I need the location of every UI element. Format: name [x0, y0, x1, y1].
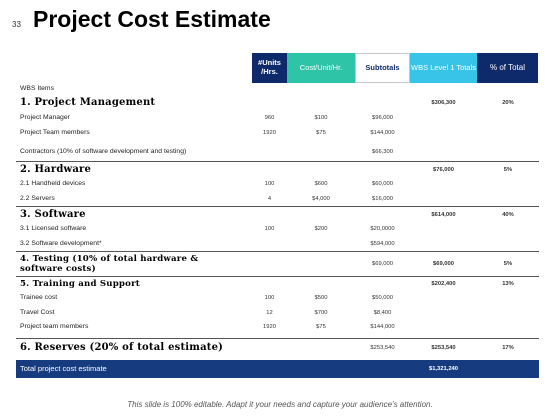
section-label: 4. Testing (10% of total hardware & soft… — [20, 254, 199, 274]
units-cell: 100 — [264, 295, 275, 301]
total-row: Total project cost estimate $1,321,240 — [16, 360, 539, 378]
row-divider — [16, 276, 539, 277]
subtotal-cell: $96,000 — [372, 115, 393, 121]
subtotal-cell: $50,000 — [372, 295, 393, 301]
item-label: Trainee cost — [20, 294, 58, 301]
wbs-total-cell: $76,000 — [433, 167, 454, 173]
percent-cell: 5% — [503, 167, 513, 173]
table-row: Trainee cost 100 $500 $50,000 — [16, 290, 539, 306]
subtotal-cell: $60,000 — [372, 181, 393, 187]
wbs-total-cell: $614,000 — [431, 212, 456, 218]
wbs-items-row: WBS Items — [16, 81, 539, 97]
header-units: #Units /Hrs. — [252, 53, 287, 83]
table-row: Contractors (10% of software development… — [16, 144, 539, 160]
wbs-total-cell: $306,300 — [431, 100, 456, 106]
table-row: 2.1 Handheld devices 100 $600 $60,000 — [16, 176, 539, 192]
item-label: 2.2 Servers — [20, 195, 55, 202]
table-row: Travel Cost 12 $700 $8,400 — [16, 305, 539, 321]
units-cell: 1920 — [263, 324, 276, 330]
table-row: 2.2 Servers 4 $4,000 $16,000 — [16, 191, 539, 207]
header-wbs-totals: WBS Level 1 Totals — [410, 53, 477, 83]
section-label: 5. Training and Support — [20, 279, 140, 289]
total-value: $1,321,240 — [428, 366, 458, 372]
section-row: 5. Training and Support $202,400 13% — [16, 276, 539, 292]
item-label: Project Manager — [20, 114, 70, 121]
section-label: 6. Reserves (20% of total estimate) — [20, 342, 224, 353]
row-divider — [16, 161, 539, 162]
header-subtotals: Subtotals — [355, 53, 410, 83]
section-label: 3. Software — [20, 209, 86, 220]
units-cell: 960 — [264, 115, 275, 121]
total-label: Total project cost estimate — [20, 364, 107, 373]
percent-cell: 40% — [502, 212, 514, 218]
wbs-total-cell: $202,400 — [431, 281, 456, 287]
section-row: 4. Testing (10% of total hardware & soft… — [16, 252, 539, 276]
cost-cell: $600 — [314, 181, 328, 187]
table-row: Project Team members 1920 $75 $144,000 — [16, 125, 539, 141]
percent-cell: 17% — [502, 345, 514, 351]
item-label: 3.1 Licensed software — [20, 225, 87, 232]
percent-cell: 20% — [502, 100, 514, 106]
page-title: Project Cost Estimate — [33, 6, 271, 32]
row-divider — [16, 338, 539, 339]
cost-cell: $500 — [314, 295, 328, 301]
subtotal-cell: $594,000 — [370, 241, 395, 247]
subtotal-cell: $253,540 — [370, 345, 395, 351]
table-row: 3.1 Licensed software 100 $200 $20,0000 — [16, 221, 539, 237]
section-label: 2. Hardware — [20, 164, 92, 175]
item-label: Project Team members — [20, 129, 90, 136]
units-cell: 100 — [264, 226, 275, 232]
table-row: Project team members 1920 $75 $144,000 — [16, 319, 539, 335]
wbs-total-cell: $253,540 — [431, 345, 456, 351]
item-label: Project team members — [20, 323, 89, 330]
cost-cell: $200 — [314, 226, 328, 232]
section-row: 6. Reserves (20% of total estimate) $253… — [16, 340, 539, 356]
subtotal-cell: $16,000 — [372, 196, 393, 202]
footer-note: This slide is 100% editable. Adapt it yo… — [127, 400, 433, 409]
item-label: Contractors (10% of software development… — [20, 148, 187, 155]
subtotal-cell: $69,000 — [372, 261, 393, 267]
slide-number: 33 — [12, 20, 21, 29]
table-row: Project Manager 960 $100 $96,000 — [16, 110, 539, 126]
cost-cell: $700 — [314, 310, 328, 316]
item-label: 3.2 Software development* — [20, 240, 102, 247]
cost-cell: $75 — [316, 130, 326, 136]
subtotal-cell: $144,000 — [370, 324, 395, 330]
row-divider — [16, 251, 539, 252]
wbs-total-cell: $69,000 — [433, 261, 454, 267]
units-cell: 100 — [264, 181, 275, 187]
row-divider — [16, 206, 539, 207]
cost-cell: $100 — [314, 115, 328, 121]
subtotal-cell: $144,000 — [370, 130, 395, 136]
units-cell: 4 — [267, 196, 272, 202]
percent-cell: 5% — [503, 261, 513, 267]
units-cell: 12 — [266, 310, 273, 316]
cost-cell: $75 — [316, 324, 326, 330]
section-label: 1. Project Management — [20, 97, 156, 108]
header-cost-per-unit: Cost/Unit/Hr. — [287, 53, 355, 83]
subtotal-cell: $20,0000 — [370, 226, 395, 232]
section-row: 1. Project Management $306,300 20% — [16, 95, 539, 111]
subtotal-cell: $8,400 — [373, 310, 392, 316]
cost-cell: $4,000 — [312, 196, 330, 202]
wbs-items-label: WBS Items — [20, 85, 54, 92]
units-cell: 1920 — [263, 130, 276, 136]
subtotal-cell: $66,300 — [372, 149, 393, 155]
table-row: 3.2 Software development* $594,000 — [16, 236, 539, 252]
item-label: Travel Cost — [20, 309, 55, 316]
section-row: 3. Software $614,000 40% — [16, 207, 539, 223]
header-percent-total: % of Total — [477, 53, 538, 83]
section-row: 2. Hardware $76,000 5% — [16, 162, 539, 178]
item-label: 2.1 Handheld devices — [20, 180, 86, 187]
percent-cell: 13% — [502, 281, 514, 287]
